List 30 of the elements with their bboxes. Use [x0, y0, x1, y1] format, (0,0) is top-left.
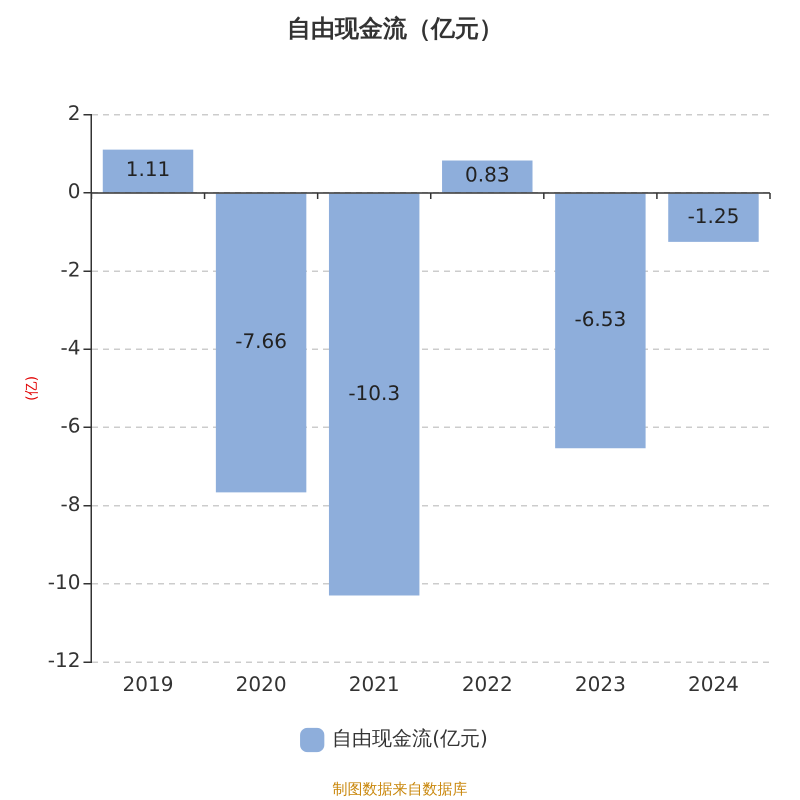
y-tick-label: -6	[60, 414, 80, 438]
legend-label: 自由现金流(亿元)	[332, 726, 488, 750]
y-tick-label: -2	[60, 257, 80, 282]
x-tick-label: 2019	[122, 672, 174, 696]
y-tick-label: 2	[68, 101, 80, 126]
bar	[442, 160, 533, 192]
bar	[102, 150, 194, 192]
x-tick-label: 2021	[348, 672, 400, 696]
x-tick-label: 2020	[236, 672, 287, 696]
data-label: 0.83	[465, 162, 510, 187]
y-tick-label: 0	[68, 179, 80, 204]
data-label: -10.3	[348, 380, 400, 405]
x-tick-label: 2024	[688, 672, 739, 696]
x-tick-label: 2022	[462, 672, 513, 696]
data-label: -6.53	[574, 307, 626, 332]
data-label: 1.11	[126, 157, 170, 182]
chart-title: 自由现金流（亿元）	[287, 14, 503, 43]
x-tick-label: 2023	[574, 672, 626, 696]
data-label: -7.66	[235, 329, 287, 354]
y-tick-label: -4	[60, 336, 80, 360]
y-axis-title: (亿)	[24, 376, 40, 401]
bar	[328, 194, 420, 596]
y-tick-label: -12	[48, 648, 80, 672]
text: 制图数据来自数据库	[332, 780, 468, 798]
data-label: -1.25	[688, 204, 740, 228]
bar	[555, 194, 646, 448]
bar	[216, 194, 306, 492]
bar	[668, 194, 759, 242]
y-tick-label: -8	[60, 492, 80, 516]
y-tick-label: -10	[48, 570, 80, 594]
